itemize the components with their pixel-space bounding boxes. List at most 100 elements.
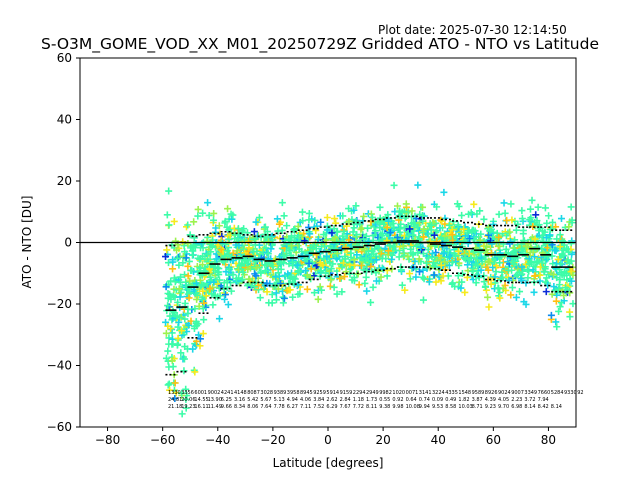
scatter-point [272,289,280,297]
scatter-point [238,275,246,283]
scatter-point [543,219,551,227]
scatter-point [560,252,568,260]
scatter-point [355,281,363,289]
bin-count-label: 1548 [458,390,471,396]
bin-mean-label: 1.82 [458,397,469,403]
bin-mean-label: 1.18 [353,397,364,403]
scatter-point [221,219,229,227]
scatter-point [341,255,349,263]
scatter-point [399,242,407,250]
scatter-point [298,208,306,216]
scatter-point [342,244,350,252]
scatter-point [210,216,218,224]
scatter-point [551,286,559,294]
scatter-point [506,238,514,246]
scatter-point [531,272,539,280]
scatter-point [299,217,307,225]
bin-count-label: 0071 [406,390,419,396]
x-tick-label: −80 [95,433,120,447]
bin-mean-label: 5.67 [260,397,271,403]
scatter-point [364,237,372,245]
scatter-point [430,231,438,239]
x-axis-label: Latitude [degrees] [273,456,384,470]
scatter-point [200,316,208,324]
scatter-point [495,242,503,250]
scatter-point [252,218,260,226]
scatter-point [528,196,536,204]
scatter-point [499,240,507,248]
scatter-point [275,220,283,228]
scatter-point [210,209,218,217]
bin-sigma-label: 6.98 [511,404,522,410]
bin-mean-label: 0.49 [445,397,456,403]
bin-count-label: 3224 [432,390,445,396]
scatter-point [367,210,375,218]
scatter-point [339,212,347,220]
scatter-point [280,252,288,260]
scatter-point [196,335,204,343]
scatter-point [229,249,237,257]
scatter-point [482,286,490,294]
scatter-point [461,288,469,296]
scatter-point [384,247,392,255]
bin-sigma-label: 9.94 [419,404,430,410]
scatter-point [464,261,472,269]
scatter-point [553,259,561,267]
scatter-point [212,228,220,236]
y-tick-label: −40 [47,359,72,373]
bin-count-label: 2294 [353,390,366,396]
scatter-point [384,217,392,225]
scatter-point [194,205,202,213]
scatter-point [305,216,313,224]
scatter-point [187,267,195,275]
scatter-point [232,275,240,283]
scatter-point [170,217,178,225]
scatter-point [556,243,564,251]
scatter-point [552,297,560,305]
x-tick-label: 60 [486,433,501,447]
scatter-point [353,251,361,259]
scatter-point [362,232,370,240]
scatter-point [507,200,515,208]
scatter-point [176,293,184,301]
y-tick-label: −60 [47,420,72,434]
scatter-point [390,243,398,251]
scatter-point [543,274,551,282]
bin-statistics: 1330 3356 6001 9002 4241 4148 8087 3028 9389 3958… [80,215,584,410]
scatter-point [294,261,302,269]
scatter-point [168,325,176,333]
scatter-point [508,258,516,266]
scatter-point [333,249,341,257]
scatter-point [273,215,281,223]
scatter-point [480,215,488,223]
scatter-point [407,220,415,228]
bin-sigma-label: 9.23 [485,404,496,410]
scatter-point [177,349,185,357]
scatter-point [280,294,288,302]
scatter-point [250,283,258,291]
scatter-point [468,267,476,275]
scatter-point [193,280,201,288]
scatter-point [484,293,492,301]
scatter-point [182,395,190,403]
bin-sigma-label: 9.66 [221,404,232,410]
scatter-point [536,277,544,285]
scatter-point [214,280,222,288]
scatter-point [377,250,385,258]
y-tick-label: 20 [57,174,72,188]
scatter-point [198,295,206,303]
scatter-point [166,312,174,320]
scatter-point [378,255,386,263]
bin-sigma-label: 8.58 [445,404,456,410]
scatter-point [549,218,557,226]
scatter-point [386,229,394,237]
x-tick-label: −40 [205,433,230,447]
bin-count-label: 9330 [564,390,577,396]
scatter-point [231,231,239,239]
scatter-point [323,213,331,221]
scatter-point [451,282,459,290]
scatter-point [415,268,423,276]
scatter-point [215,315,223,323]
scatter-point [288,232,296,240]
